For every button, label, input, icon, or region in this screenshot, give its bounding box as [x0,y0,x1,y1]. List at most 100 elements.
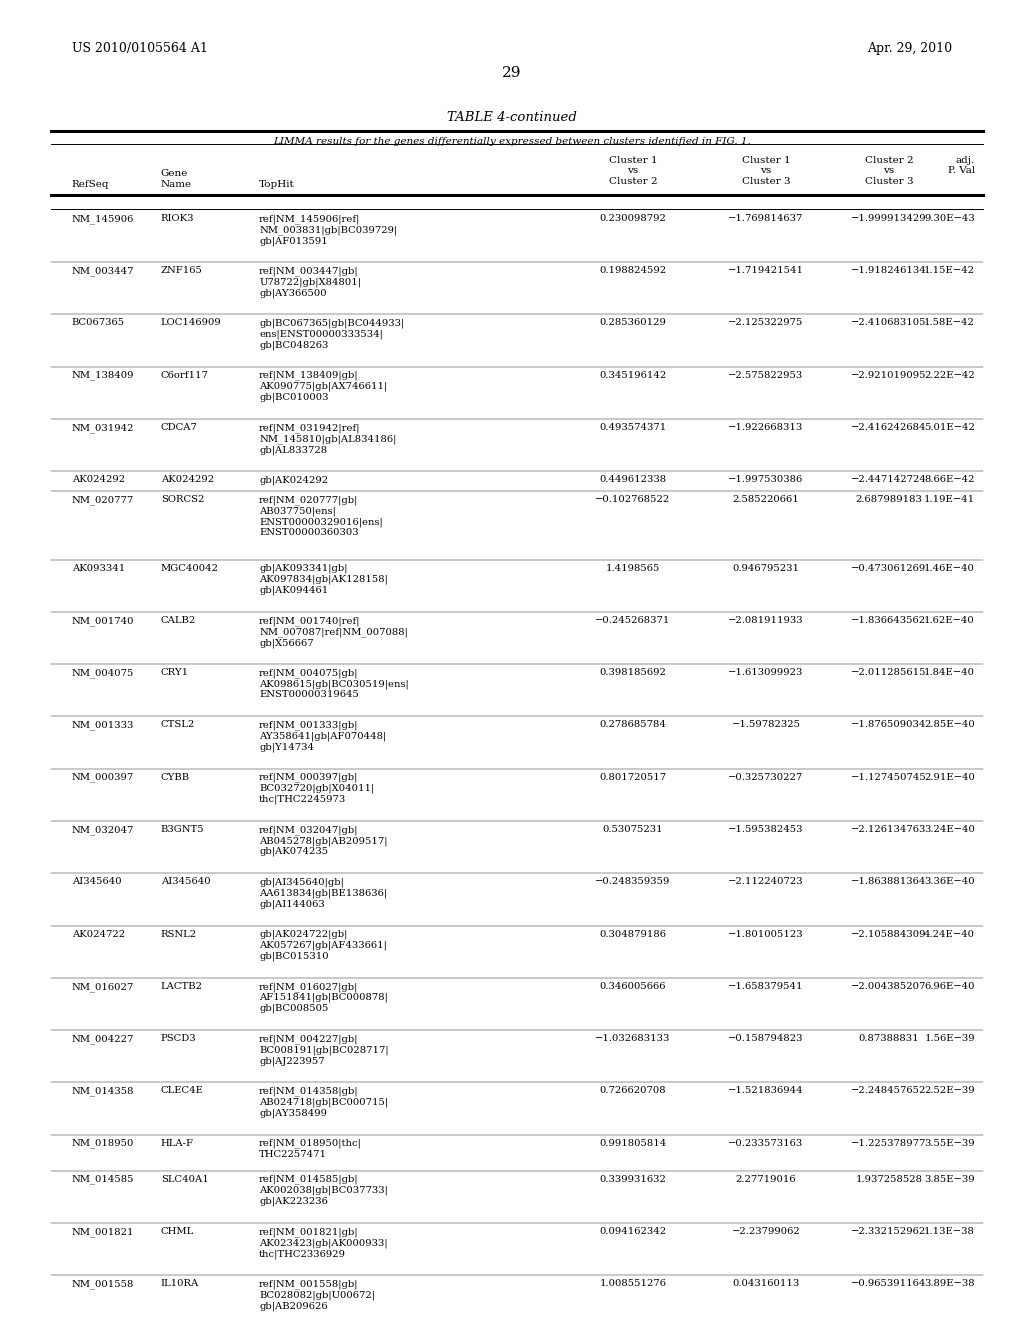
Text: 2.91E−40: 2.91E−40 [924,772,975,781]
Text: CRY1: CRY1 [161,668,188,677]
Text: 1.15E−42: 1.15E−42 [924,267,975,275]
Text: NM_001558: NM_001558 [72,1279,134,1290]
Text: ref|NM_001821|gb|
AK023423|gb|AK000933|
thc|THC2336929: ref|NM_001821|gb| AK023423|gb|AK000933| … [259,1228,388,1258]
Text: −0.965391164: −0.965391164 [851,1279,927,1288]
Text: ref|NM_001333|gb|
AY358641|gb|AF070448|
gb|Y14734: ref|NM_001333|gb| AY358641|gb|AF070448| … [259,721,386,752]
Text: RSNL2: RSNL2 [161,929,197,939]
Text: −0.158794823: −0.158794823 [728,1034,804,1043]
Text: 5.01E−42: 5.01E−42 [924,422,975,432]
Text: −2.112240723: −2.112240723 [728,878,804,886]
Text: −2.004385207: −2.004385207 [851,982,927,991]
Text: C6orf117: C6orf117 [161,371,209,380]
Text: 0.278685784: 0.278685784 [599,721,667,730]
Text: −2.447142724: −2.447142724 [851,475,927,484]
Text: ref|NM_138409|gb|
AK090775|gb|AX746611|
gb|BC010003: ref|NM_138409|gb| AK090775|gb|AX746611| … [259,371,387,403]
Text: −1.719421541: −1.719421541 [728,267,804,275]
Text: 0.304879186: 0.304879186 [599,929,667,939]
Text: NM_138409: NM_138409 [72,371,134,380]
Text: 1.937258528: 1.937258528 [855,1175,923,1184]
Text: CDCA7: CDCA7 [161,422,198,432]
Text: 0.801720517: 0.801720517 [599,772,667,781]
Text: NM_004227: NM_004227 [72,1034,134,1044]
Text: NM_031942: NM_031942 [72,422,134,433]
Text: RIOK3: RIOK3 [161,214,195,223]
Text: 0.946795231: 0.946795231 [732,564,800,573]
Text: gb|AK024292: gb|AK024292 [259,475,329,484]
Text: NM_000397: NM_000397 [72,772,134,783]
Text: 0.198824592: 0.198824592 [599,267,667,275]
Text: 1.19E−41: 1.19E−41 [924,495,975,504]
Text: IL10RA: IL10RA [161,1279,199,1288]
Text: −1.225378977: −1.225378977 [851,1139,927,1147]
Text: 3.85E−39: 3.85E−39 [925,1175,975,1184]
Text: 0.230098792: 0.230098792 [599,214,667,223]
Text: −2.575822953: −2.575822953 [728,371,804,380]
Text: ref|NM_003447|gb|
U78722|gb|X84801|
gb|AY366500: ref|NM_003447|gb| U78722|gb|X84801| gb|A… [259,267,361,297]
Text: CTSL2: CTSL2 [161,721,195,730]
Text: −1.658379541: −1.658379541 [728,982,804,991]
Text: AK024292: AK024292 [161,475,214,484]
Text: −0.245268371: −0.245268371 [595,616,671,624]
Text: 4.24E−40: 4.24E−40 [924,929,975,939]
Text: −2.410683105: −2.410683105 [851,318,927,327]
Text: Cluster 1
vs
Cluster 3: Cluster 1 vs Cluster 3 [741,156,791,186]
Text: 0.53075231: 0.53075231 [602,825,664,834]
Text: 2.585220661: 2.585220661 [732,495,800,504]
Text: −1.032683133: −1.032683133 [595,1034,671,1043]
Text: Gene
Name: Gene Name [161,169,191,189]
Text: ref|NM_020777|gb|
AB037750|ens|
ENST00000329016|ens|
ENST00000360303: ref|NM_020777|gb| AB037750|ens| ENST0000… [259,495,383,537]
Text: AK024722: AK024722 [72,929,125,939]
Text: 1.58E−42: 1.58E−42 [924,318,975,327]
Text: −0.102768522: −0.102768522 [595,495,671,504]
Text: TABLE 4-continued: TABLE 4-continued [447,111,577,124]
Text: ref|NM_145906|ref|
NM_003831|gb|BC039729|
gb|AF013591: ref|NM_145906|ref| NM_003831|gb|BC039729… [259,214,397,246]
Text: 0.345196142: 0.345196142 [599,371,667,380]
Text: SLC40A1: SLC40A1 [161,1175,209,1184]
Text: NM_001821: NM_001821 [72,1228,134,1237]
Text: 1.13E−38: 1.13E−38 [924,1228,975,1236]
Text: 29: 29 [502,66,522,81]
Text: −1.521836944: −1.521836944 [728,1086,804,1096]
Text: −1.863881364: −1.863881364 [851,878,927,886]
Text: 0.043160113: 0.043160113 [732,1279,800,1288]
Text: MGC40042: MGC40042 [161,564,219,573]
Text: ref|NM_014358|gb|
AB024718|gb|BC000715|
gb|AY358499: ref|NM_014358|gb| AB024718|gb|BC000715| … [259,1086,388,1118]
Text: ref|NM_001740|ref|
NM_007087|ref|NM_007088|
gb|X56667: ref|NM_001740|ref| NM_007087|ref|NM_0070… [259,616,408,648]
Text: −1.59782325: −1.59782325 [731,721,801,730]
Text: −2.23799062: −2.23799062 [731,1228,801,1236]
Text: CLEC4E: CLEC4E [161,1086,204,1096]
Text: −0.248359359: −0.248359359 [595,878,671,886]
Text: −1.999913429: −1.999913429 [851,214,927,223]
Text: AI345640: AI345640 [72,878,121,886]
Text: −2.332152962: −2.332152962 [851,1228,927,1236]
Text: AI345640: AI345640 [161,878,210,886]
Text: CHML: CHML [161,1228,194,1236]
Text: 3.24E−40: 3.24E−40 [924,825,975,834]
Text: Cluster 2
vs
Cluster 3: Cluster 2 vs Cluster 3 [864,156,913,186]
Text: ref|NM_014585|gb|
AK002038|gb|BC037733|
gb|AK223236: ref|NM_014585|gb| AK002038|gb|BC037733| … [259,1175,388,1206]
Text: SORCS2: SORCS2 [161,495,204,504]
Text: 0.346005666: 0.346005666 [600,982,666,991]
Text: 2.85E−40: 2.85E−40 [924,721,975,730]
Text: LACTB2: LACTB2 [161,982,203,991]
Text: BC067365: BC067365 [72,318,125,327]
Text: ZNF165: ZNF165 [161,267,203,275]
Text: NM_004075: NM_004075 [72,668,134,678]
Text: ref|NM_016027|gb|
AF151841|gb|BC000878|
gb|BC008505: ref|NM_016027|gb| AF151841|gb|BC000878| … [259,982,388,1014]
Text: gb|AK093341|gb|
AK097834|gb|AK128158|
gb|AK094461: gb|AK093341|gb| AK097834|gb|AK128158| gb… [259,564,388,595]
Text: LOC146909: LOC146909 [161,318,221,327]
Text: NM_014585: NM_014585 [72,1175,134,1184]
Text: −1.836643562: −1.836643562 [851,616,927,624]
Text: 2.52E−39: 2.52E−39 [925,1086,975,1096]
Text: −2.921019095: −2.921019095 [851,371,927,380]
Text: Apr. 29, 2010: Apr. 29, 2010 [867,42,952,55]
Text: NM_016027: NM_016027 [72,982,134,991]
Text: −2.126134763: −2.126134763 [851,825,927,834]
Text: adj.
P. Val: adj. P. Val [947,156,975,176]
Text: −1.613099923: −1.613099923 [728,668,804,677]
Text: 0.398185692: 0.398185692 [599,668,667,677]
Text: NM_032047: NM_032047 [72,825,134,834]
Text: 8.66E−42: 8.66E−42 [925,475,975,484]
Text: LIMMA results for the genes differentially expressed between clusters identified: LIMMA results for the genes differential… [273,137,751,147]
Text: 0.991805814: 0.991805814 [599,1139,667,1147]
